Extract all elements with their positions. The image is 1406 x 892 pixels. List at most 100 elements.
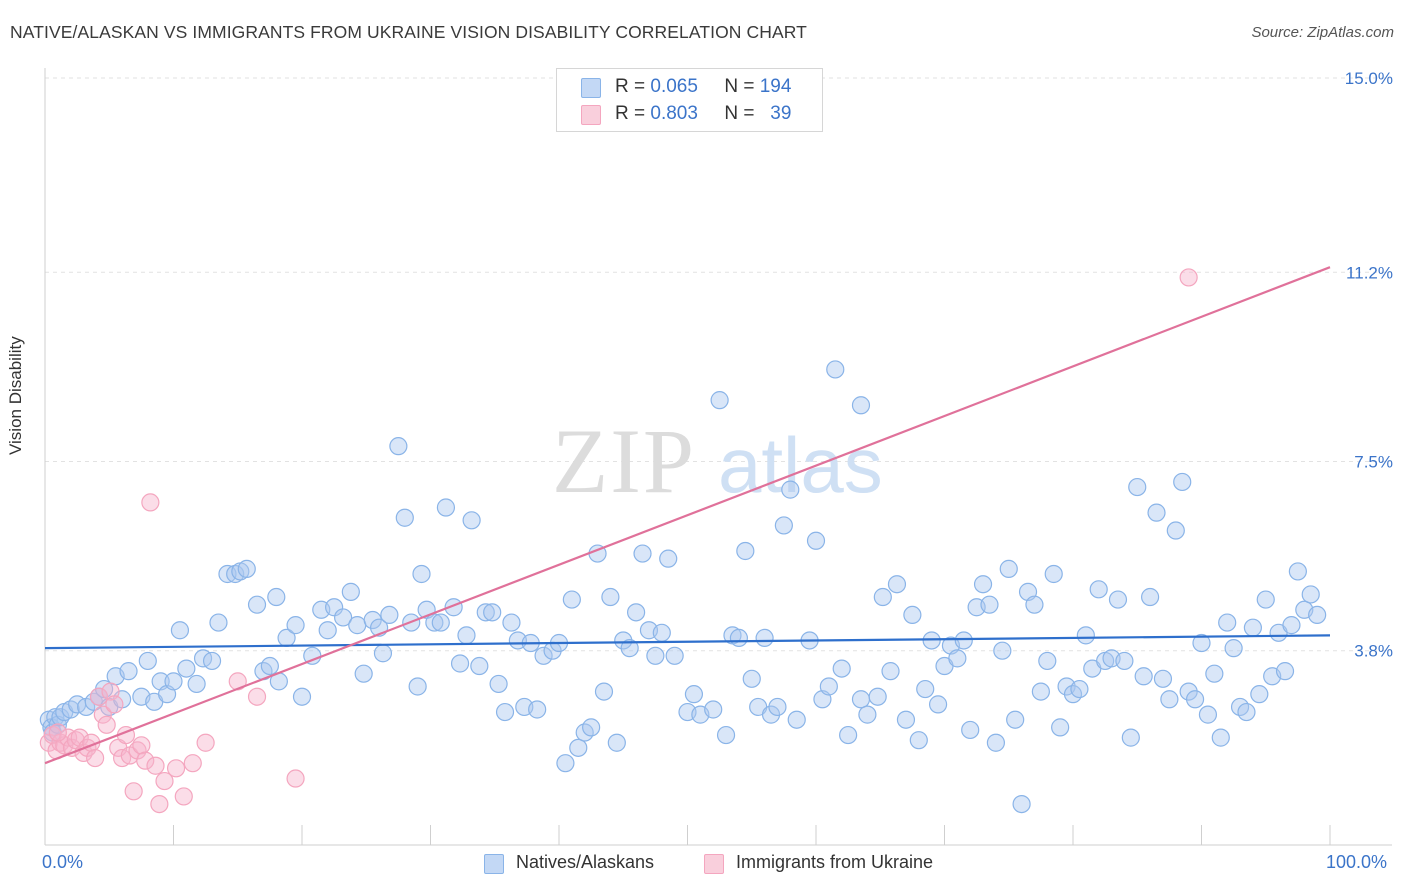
native-point [633,544,652,563]
legend-text-natives: R = 0.065 N = 194 [615,76,791,98]
watermark-zip: ZIP [552,410,696,512]
native-point [909,731,928,750]
native-point [873,587,892,607]
native-point [928,695,948,714]
native-point [1006,710,1025,729]
native-point [569,738,588,757]
n-label: N = [724,76,755,97]
native-point [1256,590,1275,609]
ukraine-point [89,687,109,706]
native-point [742,669,761,688]
ukraine-point [124,782,143,801]
natives-swatch [581,78,601,98]
native-point [896,710,916,729]
native-point [916,679,935,699]
native-point [380,605,399,625]
native-point [431,613,450,632]
native-point [1089,580,1108,599]
native-point [334,608,353,627]
native-point [1038,651,1057,671]
native-point [961,720,980,740]
ukraine-point [183,754,202,773]
native-point [665,646,684,665]
ukraine-point [105,695,124,714]
natives-trend-line [44,634,1331,650]
native-point [450,654,470,673]
native-point [729,628,749,648]
ukraine-point [286,769,305,788]
ukraine-point [86,748,105,768]
native-point [851,690,871,709]
native-point [1192,633,1211,653]
native-point [1134,667,1153,686]
native-point [787,710,806,729]
native-point [1243,618,1263,637]
native-point [993,641,1012,660]
y-tick-label: 3.8% [1354,642,1393,661]
native-point [1070,679,1089,699]
axes [44,68,1392,846]
native-point [881,662,900,681]
native-point [1051,718,1070,737]
native-point [620,639,639,658]
native-point [528,700,547,719]
ukraine-point [136,751,155,770]
ukraine-point [93,705,112,724]
native-point [684,685,704,704]
native-point [470,656,489,676]
x-tick-label-max: 100.0% [1326,852,1388,872]
native-point [819,677,838,696]
x-tick-label-min: 0.0% [42,852,84,872]
native-point [1031,682,1050,701]
native-point [1108,590,1128,609]
watermark-atlas: atlas [718,421,883,509]
native-point [534,646,553,665]
native-point [1301,585,1320,604]
native-point [462,511,481,530]
ukraine-point [247,687,267,706]
native-point [170,621,190,640]
native-point [646,646,665,665]
ukraine-point [97,715,116,734]
trend-lines [44,266,1331,765]
native-point [948,649,967,668]
native-point [408,677,427,696]
native-point [483,603,502,622]
y-axis-label: Vision Disability [6,336,25,455]
native-point [806,531,826,550]
chart-title: NATIVE/ALASKAN VS IMMIGRANTS FROM UKRAIN… [10,22,807,42]
n-label: N = [724,103,755,124]
native-point [1121,728,1140,747]
native-point [292,687,312,706]
native-point [1140,587,1160,607]
y-tick-label: 11.2% [1346,263,1393,282]
native-point [594,682,614,701]
native-point [887,575,907,594]
n-value-natives: 194 [759,76,792,97]
native-point [607,733,626,752]
native-point [489,674,508,694]
native-point [582,718,601,737]
native-point [209,613,228,632]
natives-legend-swatch [484,854,504,874]
native-point [341,582,360,601]
native-point [1160,690,1179,709]
native-point [1185,690,1205,709]
correlation-legend: R = 0.065 N = 194 R = 0.803 N = 39 [556,68,823,132]
native-point [556,754,575,773]
natives-legend-label: Natives/Alaskans [516,852,655,872]
native-point [247,595,267,614]
native-point [1198,705,1218,724]
native-point [868,687,887,706]
native-point [267,587,286,607]
native-point [1218,613,1237,632]
n-value-ukraine: 39 [770,103,792,124]
native-point [839,725,858,745]
native-point [1153,669,1173,688]
native-point [476,603,495,622]
r-value-natives: 0.065 [650,76,698,97]
ukraine-point [166,759,186,778]
ukraine-point [174,787,193,806]
native-point [1250,685,1269,704]
native-point [354,664,373,683]
